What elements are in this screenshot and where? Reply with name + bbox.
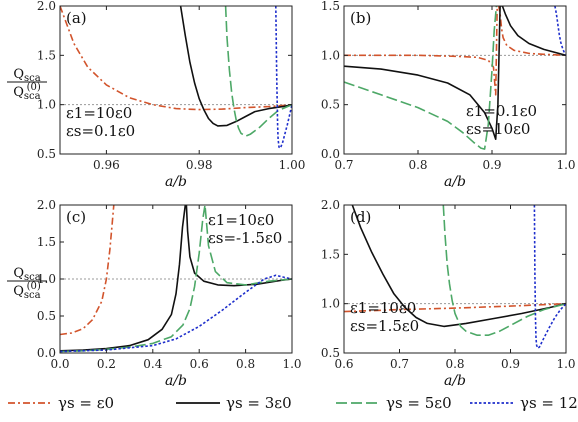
y-tick-label: 1.5 — [37, 235, 56, 249]
series-line-12e0 — [533, 205, 566, 349]
annotation-line: εs=10ε0 — [466, 120, 530, 138]
series-line-12e0 — [275, 6, 292, 149]
panel-0: 0.96 0.98 1.00 0.5 1.0 1.5 2.0 a/b (a) ε1=10ε0εs=… — [37, 0, 305, 190]
panel-label: (b) — [350, 9, 371, 27]
y-tick-label: 1.0 — [37, 272, 56, 286]
panel-label: (d) — [350, 208, 371, 226]
series-line-3e0 — [179, 6, 292, 127]
panel-3: 0.6 0.7 0.8 0.9 1.0 0.5 1.0 1.5 2.0 a/b (d) ε1=10ε0… — [321, 198, 576, 389]
y-tick-label: 0.5 — [321, 98, 340, 112]
series-line-12e0 — [60, 274, 292, 353]
x-tick-label: 0.9 — [482, 158, 501, 172]
svg-text:Qsca: Qsca — [13, 67, 40, 84]
y-tick-label: 1.0 — [37, 98, 56, 112]
svg-text:Qsca(0): Qsca(0) — [13, 82, 41, 102]
panel-2: 0.0 0.2 0.4 0.6 0.8 1.0 0.0 0.5 1.0 1.5 2.0 a/b (c) ε… — [37, 198, 302, 389]
x-tick-label: 0.2 — [97, 357, 116, 371]
x-tick-label: 0.98 — [186, 158, 213, 172]
panel-1: 0.7 0.8 0.9 1.0 0.0 0.5 1.0 1.5 a/b (b) ε1=0.1ε0εs… — [321, 0, 576, 190]
y-tick-label: 1.0 — [321, 48, 340, 62]
x-tick-label: 0.8 — [445, 357, 464, 371]
y-tick-label: 1.5 — [37, 48, 56, 62]
y-tick-label: 0.5 — [37, 147, 56, 161]
panel-label: (a) — [66, 9, 87, 27]
series-line-5e0 — [442, 205, 566, 336]
legend-label-5e0: γs = 5ε0 — [386, 394, 452, 412]
series-line-3e0 — [344, 6, 566, 140]
x-tick-label: 0.6 — [334, 357, 353, 371]
x-tick-label: 0.8 — [236, 357, 255, 371]
x-tick-label: 1.0 — [556, 158, 575, 172]
y-tick-label: 1.0 — [321, 297, 340, 311]
y-tick-label: 1.5 — [321, 247, 340, 261]
y-tick-label: 0.0 — [321, 147, 340, 161]
series-line-e0 — [60, 6, 292, 111]
series-line-12e0 — [554, 6, 566, 56]
y-tick-label: 0.5 — [37, 309, 56, 323]
x-axis-label: a/b — [165, 373, 187, 389]
x-tick-label: 0.9 — [501, 357, 520, 371]
series-line-5e0 — [344, 6, 498, 150]
x-tick-label: 1.0 — [282, 357, 301, 371]
legend: γs = ε0 γs = 3ε0 γs = 5ε0 γs = 12ε0 — [8, 394, 578, 412]
series-line-5e0 — [224, 6, 292, 137]
series-line-e0 — [60, 205, 115, 336]
x-axis-label: a/b — [165, 174, 187, 190]
series-line-e0 — [344, 302, 566, 313]
plot-frame — [59, 5, 293, 155]
y-tick-label: 1.5 — [321, 0, 340, 13]
annotation-line: ε1=0.1ε0 — [466, 102, 537, 120]
y-tick-label: 2.0 — [321, 198, 340, 212]
x-tick-label: 0.6 — [190, 357, 209, 371]
x-tick-label: 0.8 — [408, 158, 427, 172]
annotation-line: εs=-1.5ε0 — [208, 229, 282, 247]
y-tick-label: 0.5 — [321, 346, 340, 360]
y-tick-label: 2.0 — [37, 198, 56, 212]
x-tick-label: 0.96 — [93, 158, 120, 172]
series-line-5e0 — [60, 205, 292, 353]
legend-label-e0: γs = ε0 — [58, 394, 114, 412]
svg-text:Qsca(0): Qsca(0) — [13, 281, 41, 301]
annotation-line: εs=0.1ε0 — [66, 122, 135, 140]
svg-text:Qsca: Qsca — [13, 266, 40, 283]
y-tick-label: 2.0 — [37, 0, 56, 13]
annotation-line: ε1=10ε0 — [66, 104, 132, 122]
plot-frame — [343, 5, 567, 155]
series-line-e0 — [344, 6, 566, 96]
annotation-line: ε1=10ε0 — [208, 211, 274, 229]
legend-label-12e0: γs = 12ε0 — [520, 394, 578, 412]
x-tick-label: 1.00 — [279, 158, 306, 172]
x-tick-label: 0.7 — [390, 357, 409, 371]
annotation-line: ε1=10ε0 — [350, 299, 416, 317]
series-line-3e0 — [351, 205, 566, 328]
x-tick-label: 0.7 — [334, 158, 353, 172]
legend-label-3e0: γs = 3ε0 — [226, 394, 292, 412]
x-axis-label: a/b — [444, 373, 466, 389]
y-tick-label: 0.0 — [37, 346, 56, 360]
x-tick-label: 1.0 — [556, 357, 575, 371]
annotation-line: εs=1.5ε0 — [350, 317, 419, 335]
x-tick-label: 0.0 — [50, 357, 69, 371]
series-line-3e0 — [60, 205, 292, 352]
panel-label: (c) — [66, 208, 86, 226]
x-axis-label: a/b — [444, 174, 466, 190]
x-tick-label: 0.4 — [143, 357, 162, 371]
